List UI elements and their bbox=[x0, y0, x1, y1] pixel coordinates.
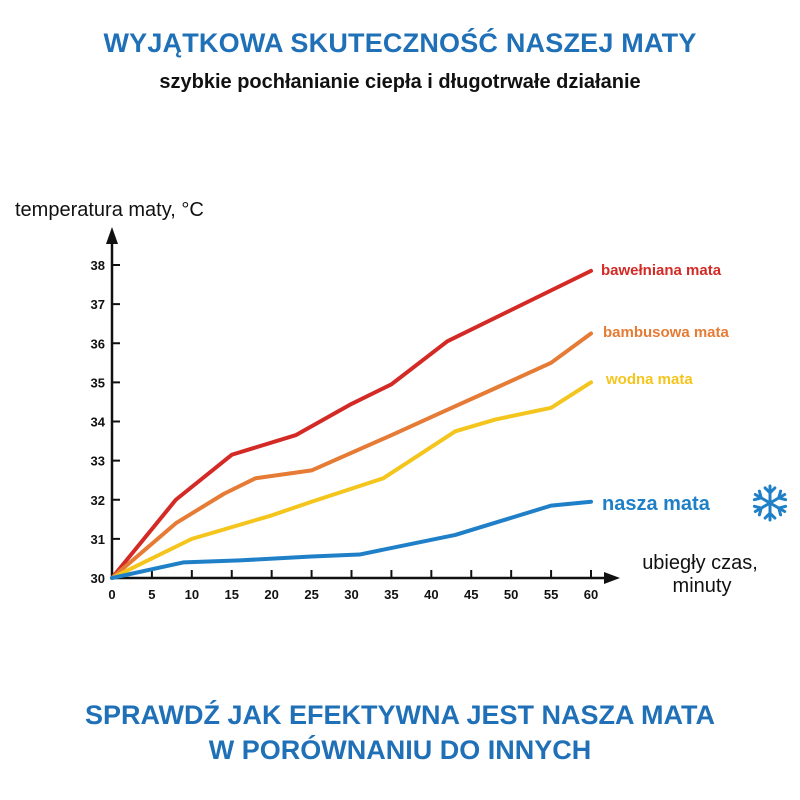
x-tick-label: 20 bbox=[264, 587, 278, 602]
chart-series bbox=[110, 268, 593, 580]
chart-axes bbox=[106, 227, 620, 584]
snowflake-arm bbox=[753, 501, 772, 513]
x-tick-label: 5 bbox=[148, 587, 155, 602]
snowflake-branch bbox=[752, 496, 763, 502]
legend-label-2: bambusowa mata bbox=[603, 324, 730, 341]
snowflake-branch bbox=[777, 489, 783, 500]
snowflake-branch bbox=[777, 504, 788, 510]
x-axis-label-line-1: ubiegły czas, bbox=[642, 552, 758, 574]
x-tick-label: 35 bbox=[384, 587, 398, 602]
y-tick-label: 34 bbox=[91, 415, 106, 430]
x-tick-label: 10 bbox=[185, 587, 199, 602]
y-tick-label: 31 bbox=[91, 532, 105, 547]
y-tick-label: 33 bbox=[91, 454, 105, 469]
x-tick-label: 60 bbox=[584, 587, 598, 602]
series-line-4 bbox=[110, 499, 593, 580]
y-axis-label: temperatura maty, °C bbox=[15, 199, 204, 221]
y-ticks: 30 31 32 33 34 35 36 37 38 bbox=[91, 258, 120, 586]
legend-label-4: nasza mata bbox=[602, 493, 711, 515]
x-tick-label: 55 bbox=[544, 587, 558, 602]
snowflake-branch bbox=[763, 486, 772, 495]
chart-legend: bawełniana mata bambusowa mata wodna mata n… bbox=[601, 262, 788, 522]
legend-label-1: bawełniana mata bbox=[601, 262, 722, 279]
y-tick-label: 36 bbox=[91, 336, 105, 351]
y-tick-label: 32 bbox=[91, 493, 105, 508]
footer-line-1: SPRAWDŹ JAK EFEKTYWNA JEST NASZA MATA bbox=[84, 700, 715, 730]
page-title: WYJĄTKOWA SKUTECZNOŚĆ NASZEJ MATY bbox=[103, 28, 697, 58]
series-line-1 bbox=[110, 268, 593, 580]
snowflake-icon bbox=[752, 484, 788, 522]
x-tick-label: 45 bbox=[464, 587, 478, 602]
x-tick-label: 50 bbox=[504, 587, 518, 602]
x-tick-label: 0 bbox=[108, 587, 115, 602]
x-tick-label: 40 bbox=[424, 587, 438, 602]
y-tick-label: 30 bbox=[91, 571, 105, 586]
y-tick-label: 38 bbox=[91, 258, 105, 273]
x-tick-label: 15 bbox=[225, 587, 239, 602]
legend-label-3: wodna mata bbox=[605, 371, 693, 388]
snowflake-arm bbox=[768, 501, 787, 513]
footer-line-2: W PORÓWNANIU DO INNYCH bbox=[208, 735, 592, 765]
x-tick-label: 30 bbox=[344, 587, 358, 602]
x-ticks: 0 5 10 15 20 25 30 35 40 45 50 55 60 bbox=[108, 570, 598, 602]
snowflake-arm bbox=[753, 493, 772, 505]
series-line-3 bbox=[110, 380, 593, 580]
x-axis-label-line-2: minuty bbox=[673, 575, 732, 597]
y-tick-label: 37 bbox=[91, 297, 105, 312]
x-axis-arrow bbox=[604, 572, 620, 584]
series-line-2 bbox=[110, 331, 593, 580]
page-subtitle: szybkie pochłanianie ciepła i długotrwał… bbox=[159, 71, 641, 93]
snowflake-branch bbox=[757, 506, 763, 517]
line-chart: temperatura maty, °C 303132333435363738 … bbox=[15, 199, 788, 602]
snowflake-branch bbox=[768, 511, 777, 520]
x-axis-label: ubiegły czas, minuty bbox=[642, 552, 758, 597]
y-axis-arrow bbox=[106, 227, 118, 244]
y-tick-label: 35 bbox=[91, 375, 105, 390]
snowflake-arm bbox=[768, 493, 787, 505]
x-tick-label: 25 bbox=[304, 587, 318, 602]
